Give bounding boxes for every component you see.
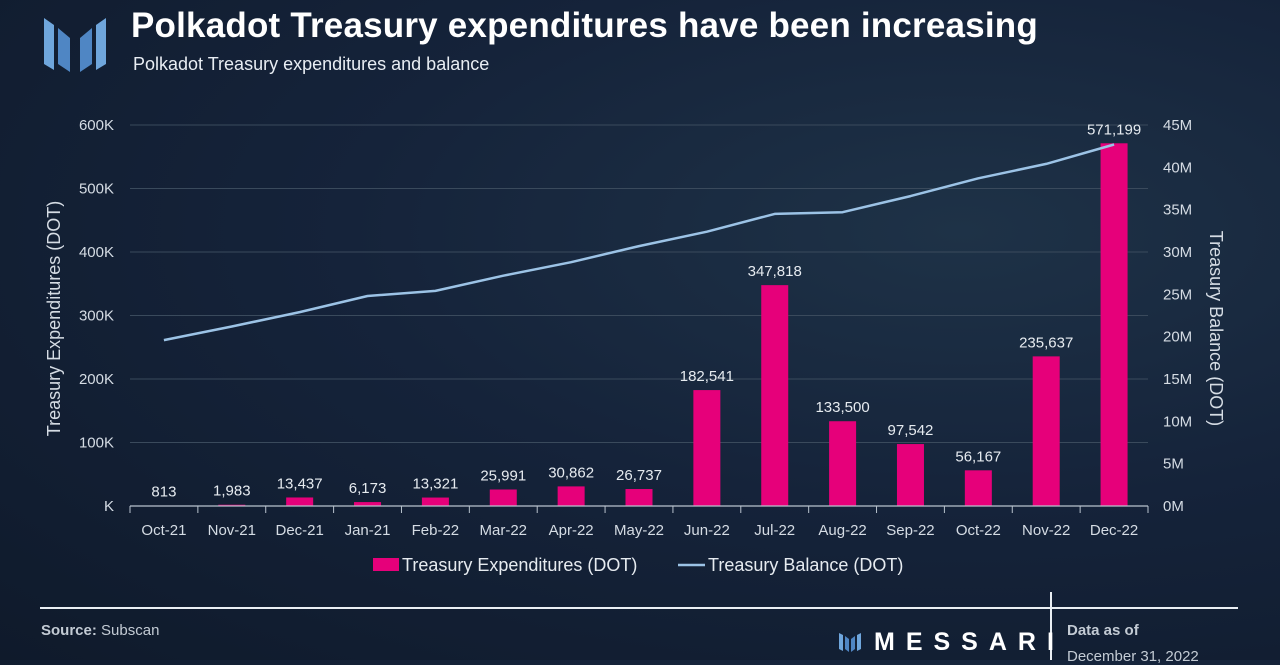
messari-logo-icon bbox=[44, 18, 106, 72]
x-tick-label: Mar-22 bbox=[480, 522, 528, 539]
y2-tick-label: 25M bbox=[1163, 286, 1192, 303]
bar-data-label: 571,199 bbox=[1087, 121, 1141, 138]
bars bbox=[150, 143, 1128, 506]
expenditure-bar bbox=[286, 497, 314, 506]
footer-divider bbox=[40, 607, 1238, 609]
expenditure-bar bbox=[557, 486, 585, 506]
y2-tick-label: 15M bbox=[1163, 371, 1192, 388]
bar-data-label: 347,818 bbox=[748, 263, 802, 280]
y2-tick-label: 10M bbox=[1163, 413, 1192, 430]
expenditure-bar bbox=[354, 502, 382, 506]
y2-tick-label: 45M bbox=[1163, 117, 1192, 134]
messari-brand-icon bbox=[839, 633, 861, 652]
y-tick-label: 600K bbox=[79, 117, 114, 134]
expenditure-bar bbox=[896, 444, 924, 506]
x-tick-label: Dec-22 bbox=[1090, 522, 1138, 539]
x-tick-label: May-22 bbox=[614, 522, 664, 539]
page-subtitle: Polkadot Treasury expenditures and balan… bbox=[133, 54, 490, 74]
bar-data-label: 30,862 bbox=[548, 464, 594, 481]
y2-tick-label: 5M bbox=[1163, 456, 1184, 473]
x-tick-label: Jul-22 bbox=[754, 522, 795, 539]
y2-tick-label: 40M bbox=[1163, 159, 1192, 176]
x-tick-label: Jun-22 bbox=[684, 522, 730, 539]
x-tick-label: Nov-22 bbox=[1022, 522, 1070, 539]
y2-axis-title: Treasury Balance (DOT) bbox=[1206, 231, 1226, 426]
brand-wordmark: MESSARI bbox=[874, 627, 1065, 656]
bar-data-label: 133,500 bbox=[815, 399, 869, 416]
bar-data-label: 26,737 bbox=[616, 467, 662, 484]
expenditure-bar bbox=[218, 504, 246, 506]
grid-lines bbox=[130, 124, 1148, 443]
expenditure-bar bbox=[693, 390, 721, 506]
y-tick-label: K bbox=[104, 498, 114, 515]
brand-lockup: MESSARI bbox=[838, 627, 1065, 657]
bar-data-label: 235,637 bbox=[1019, 334, 1073, 351]
expenditure-bar bbox=[421, 497, 449, 506]
bar-data-label: 56,167 bbox=[955, 448, 1001, 465]
bar-data-label: 25,991 bbox=[480, 467, 526, 484]
expenditure-bar bbox=[964, 470, 992, 506]
expenditure-bar bbox=[625, 489, 653, 506]
footer-vertical-divider bbox=[1050, 592, 1052, 660]
source-label: Source: bbox=[41, 622, 97, 639]
combo-chart: 813 1,983 13,437 6,173 13,321 25,991 30,862 26,… bbox=[44, 117, 1226, 575]
legend-label-expenditures: Treasury Expenditures (DOT) bbox=[402, 555, 637, 575]
x-tick-label: Sep-22 bbox=[886, 522, 934, 539]
y-tick-label: 500K bbox=[79, 181, 114, 198]
x-tick-label: Dec-21 bbox=[275, 522, 323, 539]
legend: Treasury Expenditures (DOT) Treasury Bala… bbox=[373, 555, 903, 575]
y2-tick-label: 35M bbox=[1163, 202, 1192, 219]
bar-data-label: 182,541 bbox=[680, 368, 734, 385]
legend-label-balance: Treasury Balance (DOT) bbox=[708, 555, 903, 575]
page-title: Polkadot Treasury expenditures have been… bbox=[131, 6, 1038, 45]
y-axis-title: Treasury Expenditures (DOT) bbox=[44, 201, 64, 436]
y2-tick-label: 0M bbox=[1163, 498, 1184, 515]
expenditure-bar bbox=[1100, 143, 1128, 506]
y-tick-label: 300K bbox=[79, 308, 114, 325]
data-labels: 813 1,983 13,437 6,173 13,321 25,991 30,862 26,… bbox=[151, 121, 1141, 500]
y-tick-label: 400K bbox=[79, 244, 114, 261]
y2-tick-label: 20M bbox=[1163, 329, 1192, 346]
y2-tick-label: 30M bbox=[1163, 244, 1192, 261]
expenditure-bar bbox=[489, 489, 517, 506]
data-as-of-label: Data as of bbox=[1067, 622, 1139, 639]
legend-swatch-expenditures bbox=[373, 558, 399, 571]
y-tick-label: 200K bbox=[79, 371, 114, 388]
bar-data-label: 1,983 bbox=[213, 483, 251, 500]
data-as-of-date: December 31, 2022 bbox=[1067, 648, 1199, 665]
x-tick-label: Apr-22 bbox=[549, 522, 594, 539]
x-tick-label: Aug-22 bbox=[818, 522, 866, 539]
bar-data-label: 813 bbox=[151, 483, 176, 500]
balance-line bbox=[163, 143, 1115, 342]
source-note: Source: Subscan bbox=[41, 622, 159, 639]
x-tick-label: Oct-21 bbox=[141, 522, 186, 539]
x-tick-label: Oct-22 bbox=[956, 522, 1001, 539]
bar-data-label: 13,321 bbox=[412, 476, 458, 493]
axes: K 100K 200K 300K 400K 500K 600K 0M 5M 10M 15M 20M 25… bbox=[44, 117, 1226, 539]
expenditure-bar bbox=[761, 285, 789, 506]
bar-data-label: 6,173 bbox=[349, 480, 387, 497]
source-value: Subscan bbox=[101, 622, 160, 639]
bar-data-label: 97,542 bbox=[888, 422, 934, 439]
x-tick-label: Jan-21 bbox=[345, 522, 391, 539]
expenditure-bar bbox=[1032, 356, 1060, 506]
balance-line-group bbox=[163, 143, 1115, 342]
expenditure-bar bbox=[829, 421, 857, 506]
x-tick-label: Nov-21 bbox=[208, 522, 256, 539]
bar-data-label: 13,437 bbox=[277, 475, 323, 492]
y-tick-label: 100K bbox=[79, 435, 114, 452]
x-tick-label: Feb-22 bbox=[412, 522, 460, 539]
